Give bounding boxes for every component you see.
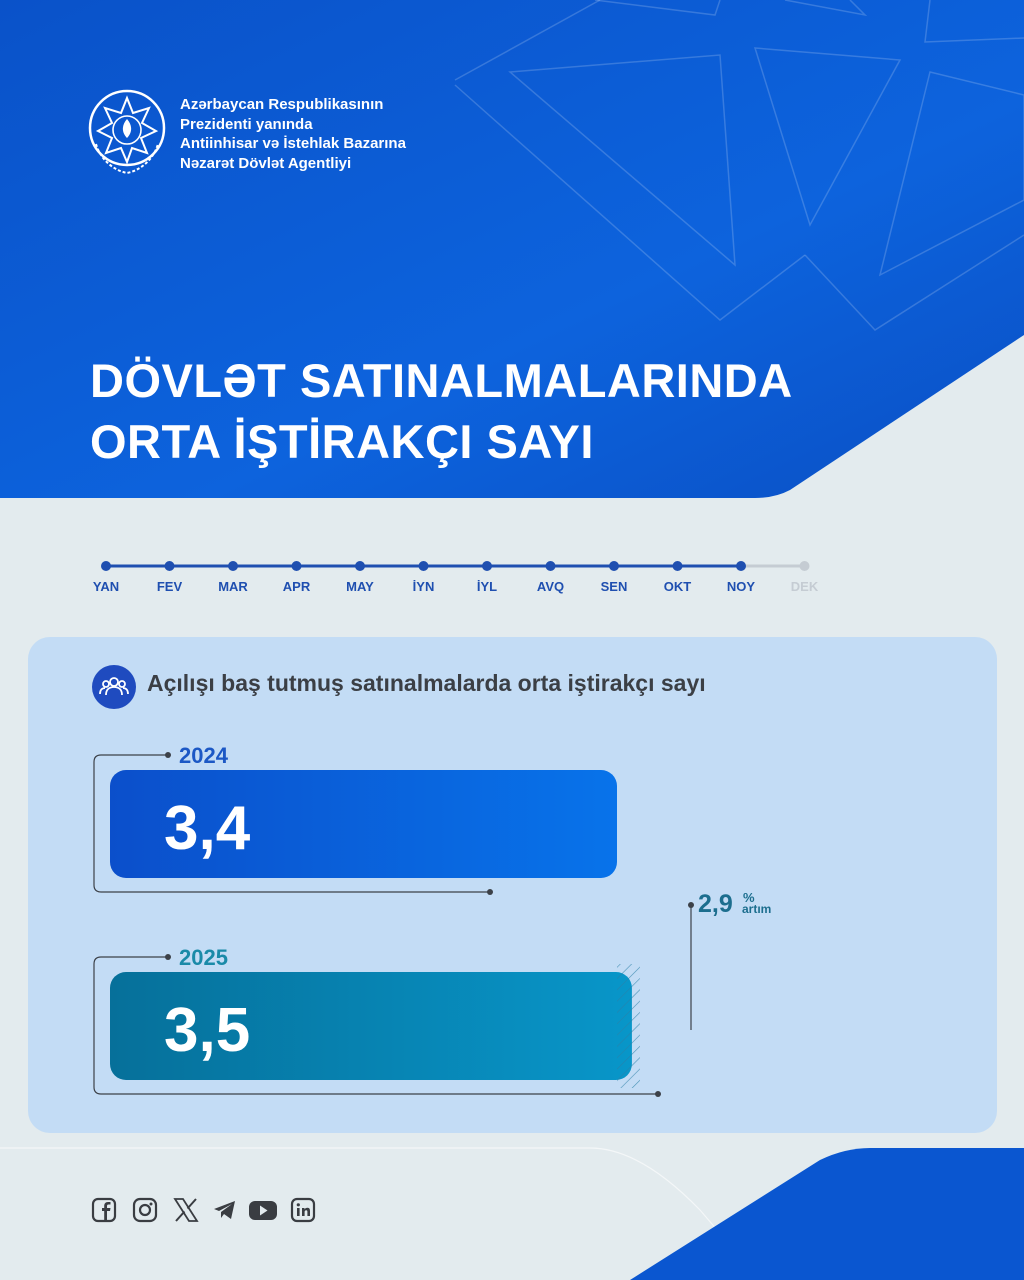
timeline-dot: [164, 561, 175, 571]
timeline-track: [101, 561, 810, 571]
people-group-icon: [92, 665, 136, 709]
bar-bracket: [93, 956, 658, 1095]
bracket-dot: [165, 752, 171, 758]
timeline-dot: [418, 561, 429, 571]
timeline-dot: [355, 561, 365, 571]
month-label: YAN: [92, 579, 120, 594]
title-line-1: DÖVLƏT SATINALMALARINDA: [90, 354, 793, 407]
month-label: MAR: [218, 579, 248, 594]
card-title: Açılışı baş tutmuş satınalmalarda orta i…: [147, 670, 706, 696]
bracket-end-dot: [655, 1091, 661, 1097]
increase-word: artım: [742, 902, 771, 916]
month-label: DEK: [790, 579, 819, 594]
bracket-end-dot: [487, 889, 493, 895]
linkedin-icon[interactable]: [289, 1196, 317, 1224]
facebook-icon[interactable]: [90, 1196, 118, 1224]
timeline-dot: [101, 561, 111, 571]
month-timeline: YAN FEV MAR APR MAY İYN İYL AVQ SEN OKT NOY DEK: [80, 552, 840, 602]
timeline-dot: [609, 561, 619, 571]
bar-bracket: [93, 754, 490, 893]
month-label: FEV: [156, 579, 183, 594]
bar-value-label: 3,4: [164, 794, 251, 863]
footer-background: [0, 1147, 1024, 1280]
title-line-2: ORTA İŞTİRAKÇI SAYI: [90, 415, 594, 468]
organization-name: Azərbaycan Respublikasının Prezidenti ya…: [180, 95, 406, 173]
bar-2024: [110, 770, 617, 878]
bracket-dot: [165, 954, 171, 960]
org-line-1: Azərbaycan Respublikasının: [180, 96, 384, 113]
timeline-dot: [482, 561, 492, 571]
month-label: MAY: [346, 579, 374, 594]
timeline-dot: [799, 561, 810, 571]
org-line-4: Nəzarət Dövlət Agentliyi: [180, 154, 352, 172]
timeline-dot: [736, 561, 746, 571]
month-label: OKT: [663, 579, 692, 594]
month-label: APR: [282, 579, 311, 594]
org-line-3: Antiinhisar və İstehlak Bazarına: [180, 135, 406, 152]
month-label: SEN: [600, 579, 628, 594]
bar-category-label: 2025: [179, 945, 228, 970]
bar-category-label: 2024: [179, 743, 229, 768]
timeline-dot: [672, 561, 683, 571]
azerbaijan-emblem-icon: [88, 89, 166, 175]
youtube-icon[interactable]: [248, 1196, 278, 1224]
x-icon[interactable]: [172, 1196, 200, 1224]
org-line-2: Prezidenti yanında: [180, 115, 313, 133]
telegram-icon[interactable]: [211, 1196, 239, 1224]
month-label: AVQ: [536, 579, 565, 594]
header-background: [0, 0, 1024, 498]
increase-value: 2,9: [698, 890, 733, 918]
bar-value-label: 3,5: [164, 996, 250, 1065]
increase-hatch: [617, 964, 640, 1088]
timeline-dot: [545, 561, 556, 571]
page-title: DÖVLƏT SATINALMALARINDA ORTA İŞTİRAKÇI S…: [90, 350, 793, 472]
increase-unit: %: [743, 890, 755, 905]
instagram-icon[interactable]: [131, 1196, 159, 1224]
month-label: İYL: [476, 579, 498, 594]
increase-marker-dot: [688, 902, 694, 908]
month-label: İYN: [412, 579, 435, 594]
timeline-dot: [228, 561, 238, 571]
month-label: NOY: [726, 579, 756, 594]
bar-2025: [110, 972, 632, 1080]
timeline-dot: [291, 561, 302, 571]
